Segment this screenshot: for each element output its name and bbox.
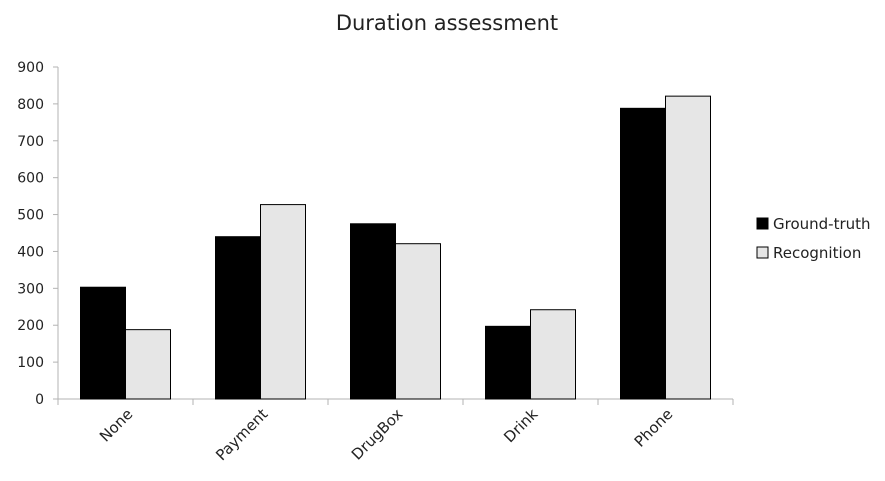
y-tick-label: 400 [17, 244, 44, 260]
x-tick-label: Payment [212, 405, 271, 464]
bar-ground-truth-phone [620, 107, 666, 400]
y-tick-label: 200 [17, 318, 44, 334]
x-tick-label: None [96, 405, 136, 445]
bar-recognition-none [125, 329, 171, 400]
legend-label: Ground-truth [773, 215, 871, 233]
y-tick-label: 100 [17, 355, 44, 371]
x-tick-label: Phone [631, 405, 677, 451]
legend-swatch [756, 246, 769, 259]
y-tick-label: 800 [17, 97, 44, 113]
bar-recognition-phone [665, 95, 711, 400]
bar-ground-truth-drugbox [350, 223, 396, 400]
y-tick-label: 900 [17, 60, 44, 76]
legend-label: Recognition [773, 244, 861, 262]
y-tick-label: 600 [17, 171, 44, 187]
x-tick-label: Drink [500, 405, 541, 446]
legend-swatch [756, 217, 769, 230]
y-tick-label: 0 [35, 392, 44, 408]
bars [80, 95, 711, 400]
y-tick-label: 700 [17, 134, 44, 150]
legend: Ground-truth Recognition [756, 215, 871, 262]
bar-ground-truth-drink [485, 325, 531, 400]
x-tick-label: DrugBox [348, 405, 407, 464]
y-tick-label: 500 [17, 208, 44, 224]
bar-recognition-drink [530, 309, 576, 400]
bar-ground-truth-payment [215, 236, 261, 400]
bar-ground-truth-none [80, 286, 126, 400]
y-tick-label: 300 [17, 281, 44, 297]
bar-recognition-payment [260, 204, 306, 400]
chart-title: Duration assessment [336, 11, 558, 35]
bar-recognition-drugbox [395, 243, 441, 400]
